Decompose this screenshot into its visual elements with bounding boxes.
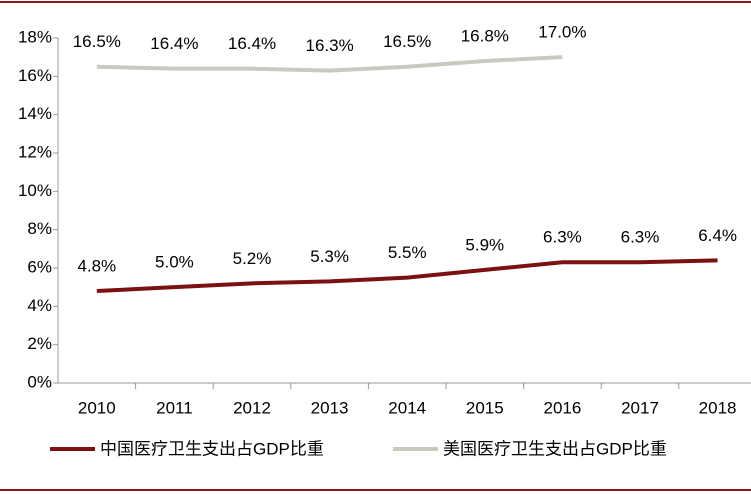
data-label: 16.3%: [305, 36, 353, 55]
x-tick-label: 2016: [543, 398, 581, 417]
x-tick-label: 2011: [156, 398, 193, 417]
y-tick-label: 2%: [27, 334, 52, 353]
data-label: 6.4%: [698, 226, 737, 245]
data-label: 16.5%: [73, 32, 121, 51]
data-label: 5.3%: [310, 247, 349, 266]
data-label: 16.4%: [150, 34, 198, 53]
y-tick-label: 4%: [27, 296, 52, 315]
legend-label: 美国医疗卫生支出占GDP比重: [443, 439, 667, 458]
x-tick-label: 2012: [233, 398, 271, 417]
data-label: 16.4%: [228, 34, 276, 53]
legend-label: 中国医疗卫生支出占GDP比重: [100, 439, 324, 458]
x-tick-label: 2017: [621, 398, 659, 417]
x-tick-label: 2015: [466, 398, 504, 417]
data-label: 5.0%: [155, 253, 194, 272]
x-tick-label: 2018: [699, 398, 737, 417]
y-tick-label: 8%: [27, 219, 52, 238]
x-tick-label: 2014: [388, 398, 426, 417]
series-line: [96, 55, 563, 73]
y-tick-label: 6%: [27, 257, 52, 276]
y-tick-label: 12%: [18, 142, 52, 161]
series-line: [96, 258, 718, 293]
x-tick-label: 2013: [311, 398, 349, 417]
data-label: 17.0%: [538, 23, 586, 42]
data-label: 4.8%: [77, 256, 116, 275]
data-label: 5.5%: [388, 243, 427, 262]
y-tick-label: 16%: [18, 66, 52, 85]
y-tick-label: 18%: [18, 27, 52, 46]
data-label: 6.3%: [621, 228, 660, 247]
x-tick-label: 2010: [78, 398, 116, 417]
data-label: 5.9%: [465, 235, 504, 254]
data-label: 6.3%: [543, 228, 582, 247]
data-label: 16.8%: [461, 26, 509, 45]
data-label: 16.5%: [383, 32, 431, 51]
y-tick-label: 14%: [18, 104, 52, 123]
y-tick-label: 0%: [27, 372, 52, 391]
y-tick-label: 10%: [18, 181, 52, 200]
data-label: 5.2%: [233, 249, 272, 268]
